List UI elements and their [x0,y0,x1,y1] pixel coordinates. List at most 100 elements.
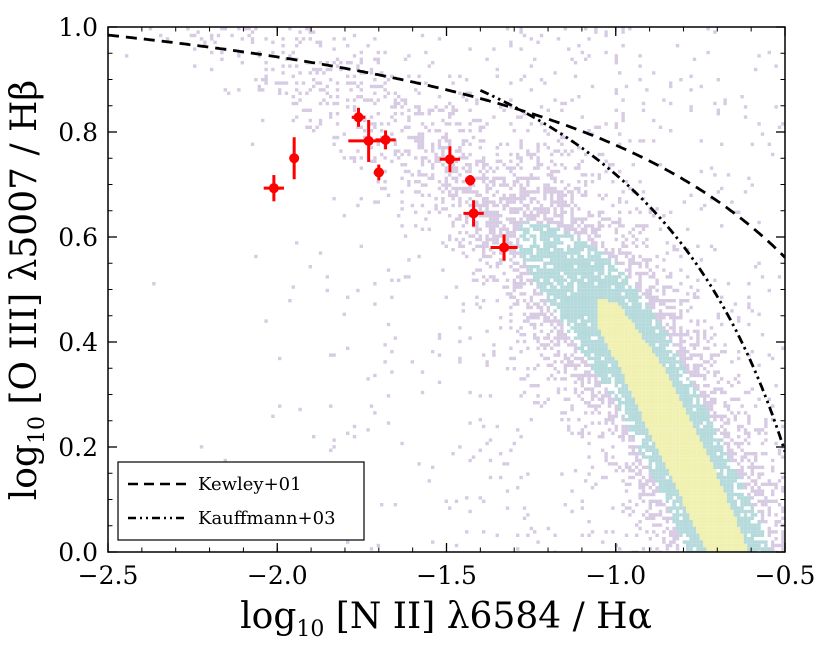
density-cell [553,265,557,269]
density-cell [743,105,748,109]
density-cell [594,353,598,357]
density-cell [577,261,581,265]
density-cell [223,458,227,463]
density-cell [665,407,669,412]
density-cell [407,135,411,140]
density-cell [546,319,550,323]
density-cell [706,465,710,469]
density-cell [529,278,533,282]
density-cell [560,333,564,337]
density-cell [743,537,748,541]
density-cell [624,295,629,299]
density-cell [743,523,748,527]
density-cell [458,149,462,153]
density-cell [383,81,387,85]
density-cell [628,373,632,378]
density-cell [573,166,578,170]
density-cell [692,411,697,415]
density-cell [519,326,523,330]
density-cell [604,387,608,391]
density-cell [669,316,673,320]
density-cell [553,316,557,320]
density-cell [635,367,639,371]
density-cell [655,404,659,408]
density-cell [648,465,652,469]
density-cell [652,411,656,415]
density-cell [665,275,669,279]
density-cell [699,462,703,466]
density-cell [679,503,683,507]
density-cell [431,163,435,167]
density-cell [696,537,700,541]
density-cell [482,251,486,255]
density-cell [692,428,697,432]
density-cell [461,180,465,184]
density-cell [743,509,748,514]
density-cell [658,523,663,527]
density-cell [662,285,666,289]
density-cell [427,112,431,116]
density-cell [417,91,421,95]
density-cell [675,526,680,531]
density-cell [301,81,306,85]
density-cell [495,176,499,180]
density-cell [607,312,612,316]
density-cell [720,526,724,531]
density-cell [604,316,608,320]
density-cell [635,431,639,435]
density-cell [696,469,700,473]
density-cell [665,445,669,449]
density-cell [264,37,268,41]
density-cell [730,469,734,473]
density-cell [618,71,622,75]
density-cell [635,271,639,276]
density-cell [706,533,710,537]
density-cell [502,180,506,184]
density-cell [584,27,588,31]
density-cell [611,339,615,344]
density-cell [631,438,635,442]
density-cell [458,445,462,449]
density-cell [740,530,744,534]
density-cell [482,197,486,201]
density-cell [614,343,618,347]
density-cell [699,207,703,211]
y-tick-label: 1.0 [58,13,98,42]
density-cell [458,197,462,201]
density-cell [587,234,591,238]
density-cell [315,81,319,85]
density-cell [781,489,785,493]
density-cell [628,435,632,439]
density-cell [417,112,421,116]
density-cell [696,411,700,415]
density-cell [543,217,547,221]
density-cell [495,265,499,269]
density-cell [669,210,673,214]
density-cell [689,384,693,388]
density-cell [607,333,612,337]
density-cell [733,506,737,510]
density-cell [546,186,550,191]
density-cell [675,288,680,293]
density-cell [635,472,639,476]
density-cell [604,363,608,367]
density-cell [342,132,346,136]
density-cell [696,452,700,456]
density-cell [638,254,642,259]
density-cell [607,346,612,350]
density-cell [611,353,615,357]
density-cell [533,336,537,340]
density-cell [696,547,700,551]
density-cell [771,547,775,551]
density-cell [516,299,520,303]
density-cell [577,431,581,435]
density-cell [631,404,635,408]
density-cell [417,462,421,466]
density-cell [706,526,710,531]
density-cell [533,275,537,279]
density-cell [750,533,754,537]
density-cell [519,282,523,286]
density-cell [652,390,656,395]
density-cell [723,431,727,435]
density-cell [665,452,669,456]
